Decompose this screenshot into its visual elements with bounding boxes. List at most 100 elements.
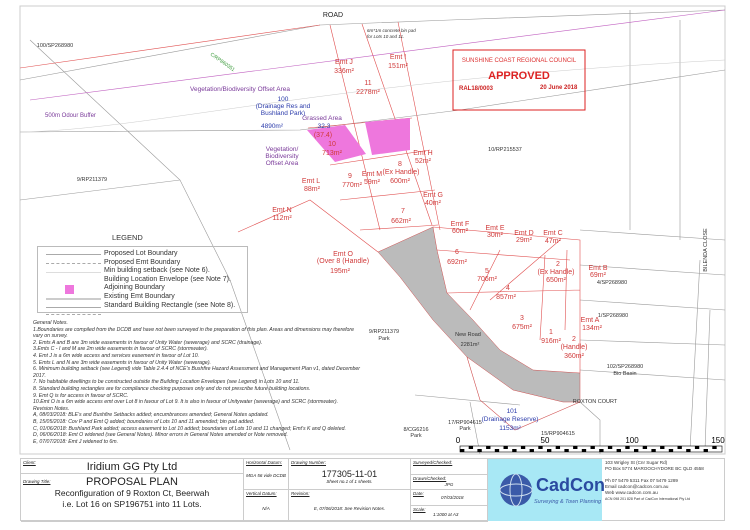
bin-pad-note: 6m*1m concrete bin pad (367, 28, 416, 33)
legend-item: Min building setback (see Note 6). (104, 267, 210, 275)
label: 10.Emt O is a 6m wide access emt over Lo… (33, 399, 339, 406)
label: 2278m² (356, 89, 380, 96)
label: General Notes. (33, 320, 68, 326)
revision-notes-title: Revision Notes. (33, 405, 70, 412)
label: 360m² (564, 353, 585, 360)
approval-stamp: SUNSHINE COAST REGIONAL COUNCIL APPROVED… (452, 49, 586, 111)
legend-item: Proposed Emt Boundary (104, 258, 181, 266)
title-block: Client: Iridium GG Pty Ltd Drawing Title… (20, 458, 725, 522)
scale-segment (477, 449, 482, 452)
label: Drawing Number: (291, 460, 327, 465)
label: Web www.cadcon.com.au (605, 490, 658, 495)
label: 69m² (590, 272, 607, 279)
label: Emt A (581, 317, 600, 324)
label: Vegetation/Biodiversity Offset Area (190, 86, 290, 93)
building-envelope-lot-10 (307, 125, 366, 162)
label: Emt O (333, 251, 353, 258)
label: 100 (278, 96, 289, 103)
label: Reconfiguration of 9 Roxton Ct, Beerwah (54, 488, 210, 498)
label: 770m² (342, 182, 363, 189)
scale-segment (529, 449, 534, 452)
label: Bio Basin (613, 371, 636, 377)
label: 6 (455, 249, 459, 256)
label: 3.Emts C - I and M are 2m wide easements… (33, 346, 208, 353)
label: (Over 8 (Handle) (317, 258, 369, 265)
scale-segment (590, 446, 595, 449)
label: 4. Emt J is a 6m wide access and service… (33, 352, 200, 359)
label: 100/SP268980 (37, 43, 73, 49)
contact-details: 103 Wrigley St (Cnr Sugar Rd) PO Box 5774… (605, 460, 704, 502)
scale-segment (677, 446, 682, 449)
odour-buffer-line (29, 9, 726, 101)
label: 1:1000 at A3 (433, 512, 459, 517)
label: 88m² (304, 186, 321, 193)
label: 6. Minimum building setback (see Legend)… (33, 366, 361, 379)
label: 3 (520, 315, 524, 322)
label: Offset Area (266, 160, 299, 167)
scale-segment (625, 446, 630, 449)
label: PO Box 5774 MAROOCHYDORE BC QLD 4558 (605, 466, 704, 471)
label: Emt I (390, 54, 406, 61)
label: 0 (456, 436, 461, 445)
label: Vegetation/ (266, 146, 299, 153)
globe-icon (499, 473, 533, 507)
label: Surveyed/Checked: (413, 460, 453, 465)
label: 1153m² (499, 425, 521, 432)
label: 29m² (516, 237, 533, 244)
label: Emt G (423, 192, 443, 199)
scale-segment (486, 446, 491, 449)
label: 10/RP215537 (488, 147, 522, 153)
label: 2 (572, 336, 576, 343)
label: 692m² (447, 259, 468, 266)
label: Client: (23, 460, 36, 465)
legend-item: Standard Building Rectangle (see Note 8)… (104, 301, 236, 309)
label: Emt M (362, 171, 382, 178)
label: Emt E (485, 225, 504, 232)
scale-segment (634, 449, 639, 452)
label: MGA 56 vide DCDB (246, 473, 286, 478)
label: Surveying & Town Planning (534, 499, 602, 505)
scale-segment (694, 446, 700, 449)
label: (Ex Handle) (538, 269, 575, 276)
label: Scale: (413, 507, 426, 512)
label: 30m² (487, 232, 504, 239)
label: Park (459, 426, 471, 432)
label: 07/03/2018 (441, 495, 464, 500)
label: Park (410, 433, 422, 439)
label: 59m² (364, 179, 381, 186)
label: 102/SP268980 (607, 364, 643, 370)
legend-item: Proposed Lot Boundary (104, 250, 178, 257)
adjoining-boundaries (19, 9, 726, 455)
label: A, 08/03/2018: BLE's and Bushfire Setbac… (33, 412, 269, 419)
scale-segment (573, 446, 578, 449)
cadcon-logo: CadCon Surveying & Town Planning (488, 459, 605, 521)
label: Sheet no.1 of 1 sheets. (326, 479, 373, 484)
legend-item: Existing Emt Boundary (104, 292, 175, 300)
label: N/A (262, 506, 270, 511)
scale-segment (712, 446, 717, 449)
scale-segment (581, 449, 587, 452)
label: C, 01/06/2018: Bushland Park added; acce… (33, 425, 346, 432)
drawing-title: PROPOSAL PLAN (86, 476, 178, 488)
scale-segment (703, 449, 708, 452)
label: Drawn/Checked: (413, 476, 447, 481)
label: 10 (328, 141, 336, 148)
easement-ref-label: C/RP860351 (209, 52, 236, 73)
label: New Road (455, 332, 481, 338)
label: Emt D (514, 230, 533, 237)
road-label: ROAD (323, 12, 343, 19)
label: 60m² (452, 228, 469, 235)
label: CadCon (536, 475, 605, 495)
scale-segment (494, 449, 500, 452)
label: 1 (549, 329, 553, 336)
label: 713m² (322, 150, 343, 157)
label: 5 (485, 268, 489, 275)
label: 4 (506, 285, 510, 292)
scale-segment (503, 446, 508, 449)
label: i.e. Lot 16 on SP196751 into 11 Lots. (62, 499, 202, 509)
label: 40m² (425, 200, 442, 207)
drainage-reserve-boundary (466, 356, 581, 431)
label: Biodiversity (265, 153, 299, 160)
label: 8 (398, 161, 402, 168)
